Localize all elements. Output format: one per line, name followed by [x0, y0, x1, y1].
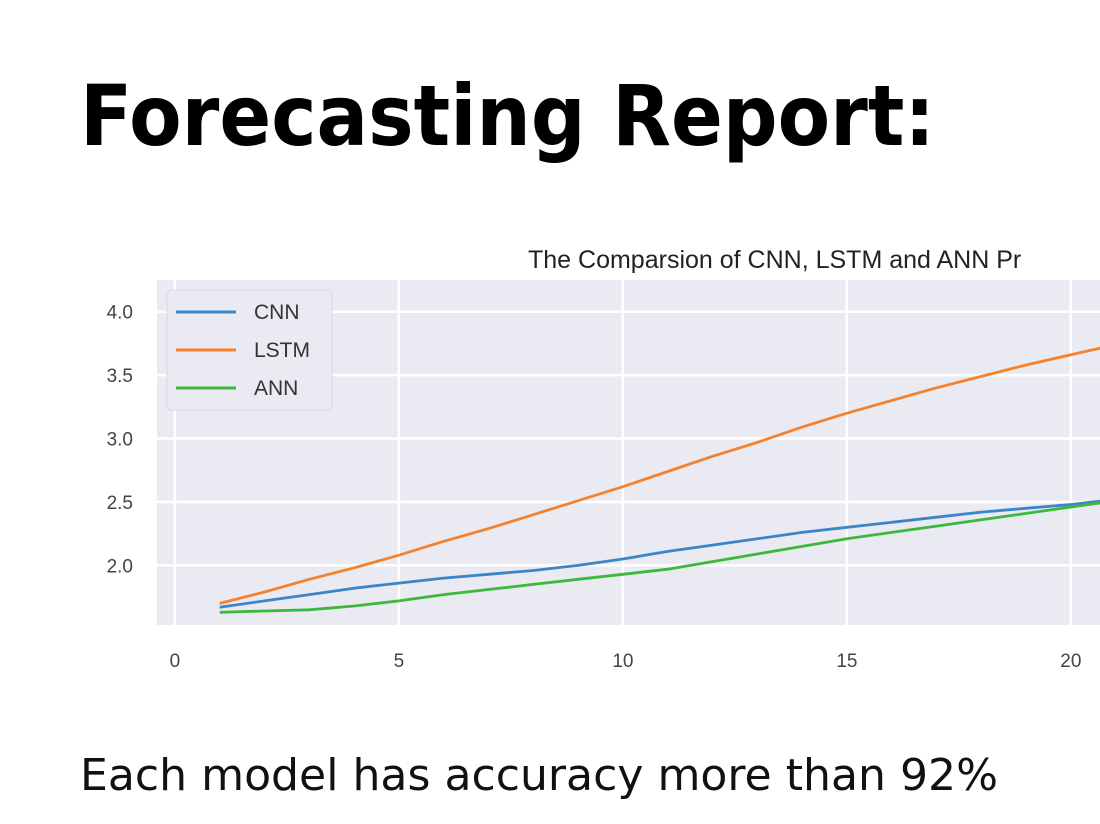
- x-tick-label: 15: [836, 651, 857, 672]
- series-line-cnn: [219, 499, 1100, 609]
- legend-label-cnn: CNN: [254, 301, 300, 324]
- slide-caption: Each model has accuracy more than 92%: [80, 750, 998, 801]
- series-line-ann: [219, 501, 1100, 614]
- chart-title: The Comparsion of CNN, LSTM and ANN Pr: [528, 246, 1021, 274]
- x-tick-label: 20: [1060, 651, 1081, 672]
- y-tick-label: 2.5: [107, 493, 133, 514]
- y-tick-label: 2.0: [107, 556, 133, 577]
- slide-title: Forecasting Report:: [80, 67, 935, 165]
- legend-label-lstm: LSTM: [254, 339, 310, 362]
- series-line-lstm: [219, 346, 1100, 605]
- y-tick-label: 3.0: [107, 430, 133, 451]
- series-lines: [219, 346, 1100, 614]
- legend-box: [166, 289, 333, 411]
- x-tick-label: 10: [612, 651, 633, 672]
- y-tick-label: 3.5: [107, 366, 133, 387]
- legend-label-ann: ANN: [254, 377, 298, 400]
- x-tick-label: 5: [394, 651, 405, 672]
- chart-legend: CNN LSTM ANN: [166, 289, 333, 411]
- y-tick-label: 4.0: [107, 303, 133, 324]
- x-tick-label: 0: [170, 651, 181, 672]
